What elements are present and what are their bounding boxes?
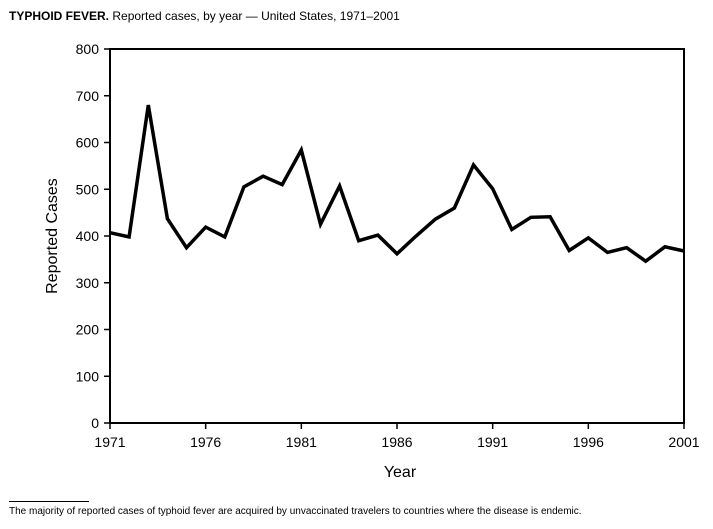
x-tick-label: 2001 — [668, 434, 699, 450]
axis-ticks — [104, 48, 685, 429]
chart-title: TYPHOID FEVER. Reported cases, by year —… — [9, 9, 400, 23]
y-tick-label: 100 — [76, 368, 100, 384]
chart-title-rest: Reported cases, by year — United States,… — [109, 9, 400, 23]
x-tick-label: 1996 — [573, 434, 604, 450]
y-axis-label: Reported Cases — [44, 178, 61, 294]
x-tick-label: 1971 — [94, 434, 125, 450]
y-tick-label: 300 — [76, 275, 100, 291]
y-tick-label: 400 — [76, 228, 100, 244]
series-line-reported-cases — [109, 104, 685, 264]
y-tick-label: 200 — [76, 322, 100, 338]
y-tick-label: 800 — [76, 41, 100, 57]
y-tick-label: 700 — [76, 88, 100, 104]
plot-frame — [109, 48, 685, 424]
footnote: The majority of reported cases of typhoi… — [9, 506, 582, 517]
y-tick-label: 0 — [91, 415, 99, 431]
y-tick-label: 500 — [76, 181, 100, 197]
footnote-rule — [9, 501, 89, 502]
line-chart: 0 100 200 300 400 500 600 700 800 1971 1976 1981 198… — [44, 41, 700, 481]
x-axis-label: Year — [384, 464, 417, 481]
tick-labels: 0 100 200 300 400 500 600 700 800 1971 1976 1981 198… — [76, 41, 700, 450]
y-tick-label: 600 — [76, 135, 100, 151]
x-tick-label: 1981 — [286, 434, 317, 450]
chart-title-disease: TYPHOID FEVER. — [9, 9, 110, 23]
x-tick-label: 1986 — [381, 434, 412, 450]
x-tick-label: 1991 — [477, 434, 508, 450]
x-tick-label: 1976 — [190, 434, 221, 450]
